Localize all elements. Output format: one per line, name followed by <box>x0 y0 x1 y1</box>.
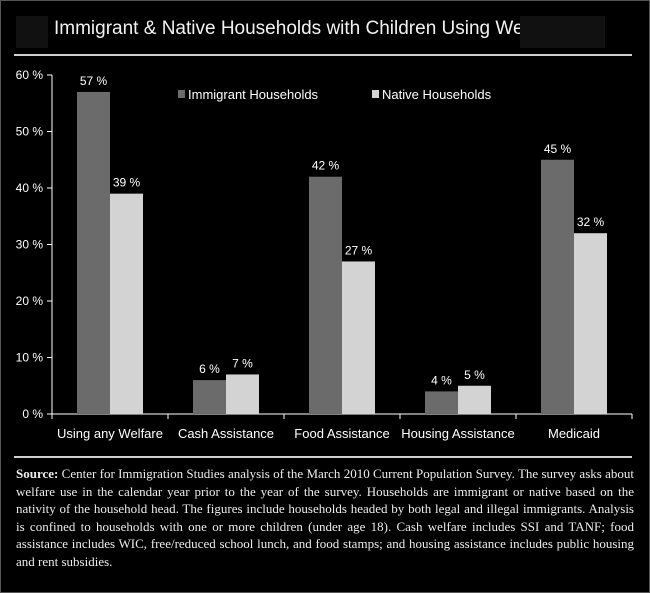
legend-label: Immigrant Households <box>188 87 319 102</box>
bar-immigrant <box>77 91 110 414</box>
data-label: 32 % <box>577 215 605 229</box>
legend: Immigrant Households Native Households <box>178 87 492 102</box>
bars: 57 % 39 % 6 % 7 % 42 % 27 % 4 % 5 % 45 % 32 % <box>77 74 607 414</box>
data-label: 27 % <box>345 243 373 257</box>
x-tick-label: Medicaid <box>548 426 600 441</box>
legend-swatch <box>372 90 379 98</box>
bar-immigrant <box>193 380 226 414</box>
title-logo-redacted-right <box>520 16 605 48</box>
source-divider <box>14 456 632 458</box>
source-note: Source: Center for Immigration Studies a… <box>16 465 634 570</box>
bar-chart: 0 % 10 % 20 % 30 % 40 % 50 % 60 % Using any We… <box>16 68 633 441</box>
x-tick-label: Using any Welfare <box>57 426 163 441</box>
title-divider <box>14 54 632 56</box>
data-label: 42 % <box>312 159 340 173</box>
data-label: 5 % <box>464 368 485 382</box>
title-logo-redacted-left <box>16 16 48 48</box>
y-tick-label: 20 % <box>16 294 44 308</box>
x-tick-label: Housing Assistance <box>401 426 514 441</box>
legend-swatch <box>178 90 185 98</box>
bar-native <box>458 385 491 414</box>
legend-label: Native Households <box>382 87 492 102</box>
y-tick-label: 40 % <box>16 181 44 195</box>
data-label: 45 % <box>544 142 572 156</box>
data-label: 6 % <box>199 362 220 376</box>
bar-immigrant <box>541 159 574 414</box>
y-axis: 0 % 10 % 20 % 30 % 40 % 50 % 60 % <box>16 68 53 421</box>
source-label: Source: <box>16 466 59 481</box>
x-axis: Using any Welfare Cash Assistance Food Ass… <box>51 413 633 441</box>
bar-native <box>110 193 143 414</box>
data-label: 7 % <box>232 356 253 370</box>
data-label: 57 % <box>80 74 108 88</box>
bar-immigrant <box>425 391 458 414</box>
y-tick-label: 50 % <box>16 125 44 139</box>
y-tick-label: 30 % <box>16 238 44 252</box>
y-tick-label: 10 % <box>16 351 44 365</box>
x-tick-label: Food Assistance <box>294 426 389 441</box>
y-tick-label: 0 % <box>22 407 43 421</box>
chart-title: Immigrant & Native Households with Child… <box>54 18 561 39</box>
source-text: Center for Immigration Studies analysis … <box>16 466 634 569</box>
data-label: 39 % <box>113 176 141 190</box>
data-label: 4 % <box>431 373 452 387</box>
x-tick-label: Cash Assistance <box>178 426 274 441</box>
title-bar: Immigrant & Native Households with Child… <box>0 0 650 58</box>
y-tick-label: 60 % <box>16 68 44 82</box>
bar-immigrant <box>309 176 342 414</box>
bar-native <box>226 374 259 414</box>
bar-native <box>574 233 607 414</box>
bar-native <box>342 261 375 414</box>
